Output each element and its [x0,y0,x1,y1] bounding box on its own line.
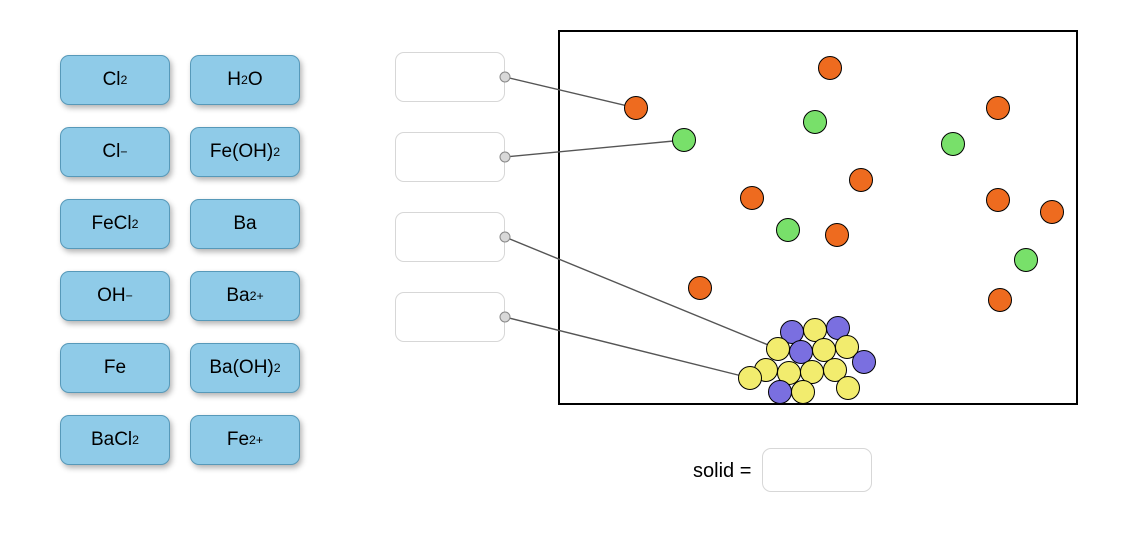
species-tile-ba2+[interactable]: Ba2+ [190,271,300,321]
drop-target-drop1[interactable] [395,52,505,102]
orange-particle [986,188,1010,212]
drop-target-drop2[interactable] [395,132,505,182]
species-tile-ba[interactable]: Ba [190,199,300,249]
cluster-purple-particle [852,350,876,374]
green-particle [1014,248,1038,272]
cluster-yellow-particle [766,337,790,361]
green-particle [941,132,965,156]
drop-target-drop3[interactable] [395,212,505,262]
orange-particle [1040,200,1064,224]
green-particle [803,110,827,134]
species-tile-fecl2[interactable]: FeCl2 [60,199,170,249]
species-tile-oh-[interactable]: OH− [60,271,170,321]
green-particle [776,218,800,242]
green-particle [672,128,696,152]
species-tile-baoh2[interactable]: Ba(OH)2 [190,343,300,393]
species-tile-fe[interactable]: Fe [60,343,170,393]
drop-target-drop4[interactable] [395,292,505,342]
orange-particle [624,96,648,120]
species-tile-cl2[interactable]: Cl2 [60,55,170,105]
orange-particle [740,186,764,210]
species-tile-h2o[interactable]: H2O [190,55,300,105]
cluster-yellow-particle [791,380,815,404]
species-tile-cl-[interactable]: Cl− [60,127,170,177]
solid-drop-target[interactable] [762,448,872,492]
orange-particle [818,56,842,80]
species-tile-bacl2[interactable]: BaCl2 [60,415,170,465]
orange-particle [986,96,1010,120]
species-tile-fe2+[interactable]: Fe2+ [190,415,300,465]
cluster-yellow-particle [836,376,860,400]
species-tile-feoh2[interactable]: Fe(OH)2 [190,127,300,177]
orange-particle [988,288,1012,312]
orange-particle [849,168,873,192]
cluster-purple-particle [768,380,792,404]
cluster-yellow-particle [738,366,762,390]
solid-equals-label: solid = [693,460,751,483]
orange-particle [825,223,849,247]
orange-particle [688,276,712,300]
